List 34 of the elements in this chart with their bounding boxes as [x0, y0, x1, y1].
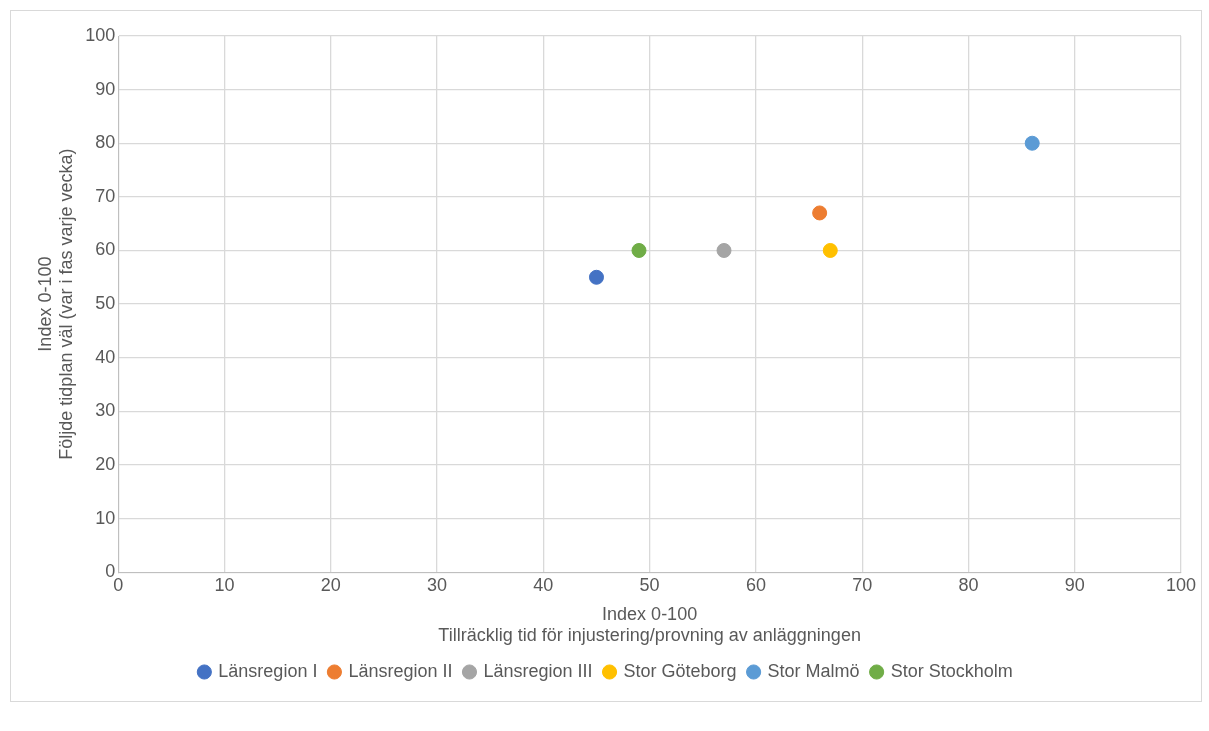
y-tick-label: 40: [95, 346, 116, 367]
x-tick-label: 10: [214, 574, 235, 595]
point: [812, 205, 828, 221]
point: [588, 269, 604, 285]
y-tick-label: 50: [95, 293, 116, 314]
point: [822, 242, 838, 258]
x-tick-label: 30: [427, 574, 448, 595]
y-tick-label: 10: [95, 507, 116, 528]
x-tick-label: 50: [639, 574, 660, 595]
x-tick-label: 80: [958, 574, 979, 595]
y-tick-label: 90: [95, 78, 116, 99]
legend-label: Länsregion III: [483, 660, 593, 681]
legend-label: Länsregion I: [218, 660, 318, 681]
y-tick-label: 100: [85, 24, 116, 45]
x-tick-label: 20: [320, 574, 341, 595]
legend-label: Stor Göteborg: [623, 660, 737, 681]
y-tick-label: 30: [95, 400, 116, 421]
x-tick-label: 40: [533, 574, 554, 595]
legend-label: Stor Malmö: [767, 660, 860, 681]
y-tick-label: 80: [95, 132, 116, 153]
point: [1024, 135, 1040, 151]
legend-label: Stor Stockholm: [890, 660, 1013, 681]
point: [631, 242, 647, 258]
x-tick-label: 100: [1165, 574, 1197, 595]
x-tick-label: 90: [1064, 574, 1085, 595]
y-tick-label: 60: [95, 239, 116, 260]
x-tick-label: 70: [852, 574, 873, 595]
legend-label: Länsregion II: [348, 660, 453, 681]
x-tick-label: 60: [745, 574, 766, 595]
point: [716, 242, 732, 258]
y-tick-label: 70: [95, 185, 116, 206]
y-axis-title: Index 0-100 Följde tidplan väl (var i fas varje vecka): [34, 148, 77, 460]
x-axis-title: Index 0-100 Tillräcklig tid för injustering/provning av anläggningen: [438, 603, 861, 646]
y-tick-label: 20: [95, 453, 116, 474]
